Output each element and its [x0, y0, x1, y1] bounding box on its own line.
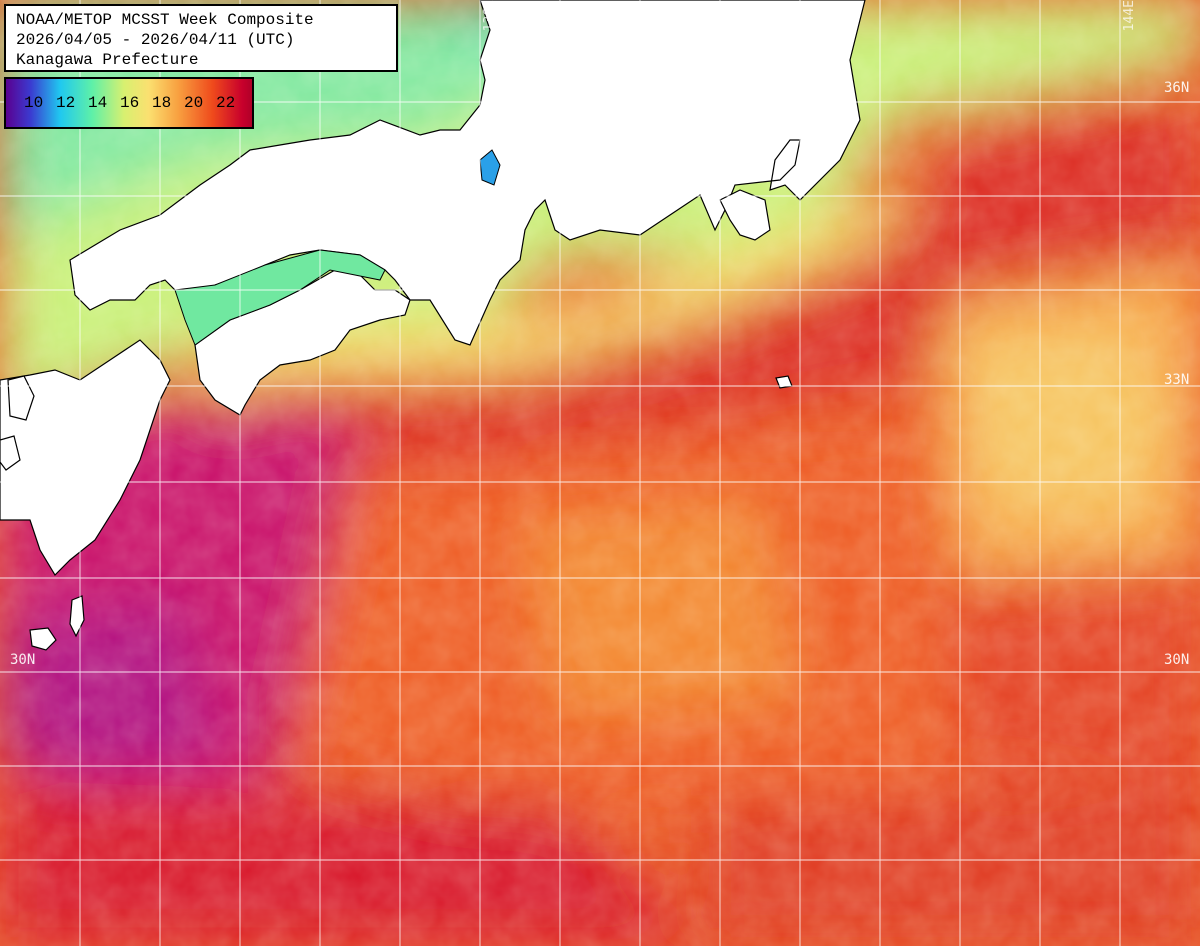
lon-label-136e: 136E: [482, 0, 497, 32]
title-line-3: Kanagawa Prefecture: [16, 51, 199, 69]
island-1: [29, 627, 57, 651]
legend-label-22: 22: [216, 94, 236, 112]
title-box: NOAA/METOP MCSST Week Composite 2026/04/…: [4, 4, 398, 72]
island-5: [0, 435, 21, 471]
color-scale-legend: 10 12 14 16 18 20 22: [4, 77, 254, 129]
legend-label-16: 16: [120, 94, 140, 112]
seto-inland-sea: [174, 249, 386, 346]
island-4: [7, 375, 35, 421]
lake-biwa: [479, 149, 501, 186]
legend-label-18: 18: [152, 94, 172, 112]
land-kanto: [719, 189, 771, 241]
legend-label-20: 20: [184, 94, 204, 112]
lat-label-36n: 36N: [1164, 80, 1190, 96]
lat-label-30n-right: 30N: [1164, 652, 1190, 668]
legend-label-10: 10: [24, 94, 44, 112]
lat-label-33n: 33N: [1164, 372, 1190, 388]
lat-label-30n-left: 30N: [10, 652, 36, 668]
land-shikoku: [194, 269, 411, 416]
land-honshu: [69, 0, 866, 346]
legend-label-14: 14: [88, 94, 108, 112]
legend-labels: 10 12 14 16 18 20 22: [24, 94, 248, 112]
land-japan: [0, 0, 866, 651]
legend-label-12: 12: [56, 94, 76, 112]
lon-label-144e: 144E: [1122, 0, 1137, 32]
title-line-1: NOAA/METOP MCSST Week Composite: [16, 11, 314, 29]
title-line-2: 2026/04/05 - 2026/04/11 (UTC): [16, 31, 295, 49]
